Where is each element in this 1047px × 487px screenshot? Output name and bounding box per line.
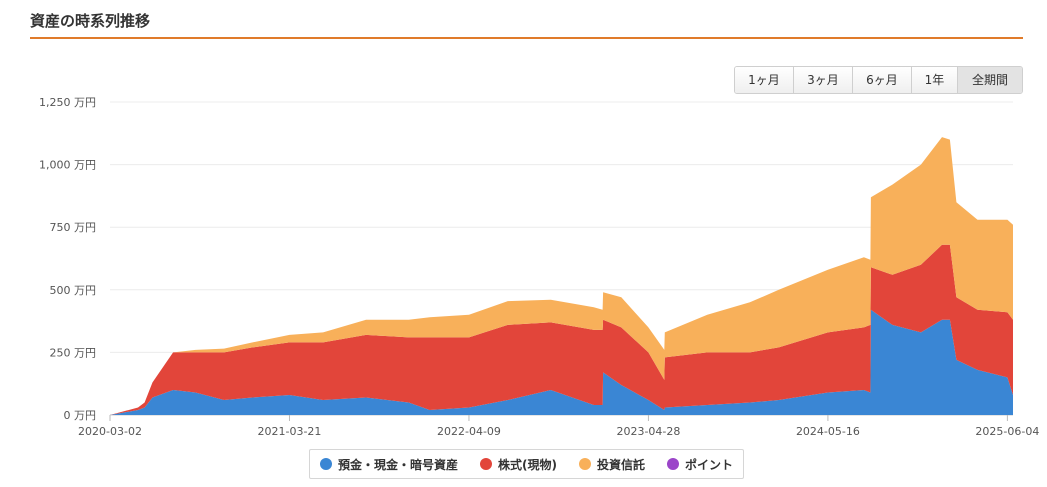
legend-dot-stocks: [480, 458, 492, 470]
x-tick-label: 2025-06-04: [975, 425, 1039, 438]
area-series: [110, 309, 1013, 415]
y-tick-label: 750 万円: [50, 221, 97, 234]
legend-dot-points: [667, 458, 679, 470]
legend-item-stocks[interactable]: 株式(現物): [480, 456, 557, 473]
legend-dot-deposits: [319, 458, 332, 470]
legend-item-deposits[interactable]: 預金・現金・暗号資産: [319, 456, 458, 473]
range-selector: 1ヶ月 3ヶ月 6ヶ月 1年 全期間: [734, 66, 1023, 94]
x-tick-label: 2022-04-09: [437, 425, 501, 438]
x-tick-label: 2021-03-21: [258, 425, 322, 438]
legend-item-funds[interactable]: 投資信託: [578, 456, 645, 473]
range-button-3-months[interactable]: 3ヶ月: [794, 67, 853, 93]
y-tick-label: 500 万円: [50, 284, 97, 297]
y-tick-label: 1,250 万円: [39, 96, 96, 109]
area-series: [110, 244, 1013, 415]
chart-areas: [110, 137, 1013, 415]
page-title: 資産の時系列推移: [30, 12, 151, 30]
area-series: [110, 137, 1013, 415]
x-tick-label: 2020-03-02: [78, 425, 142, 438]
chart-legend: 預金・現金・暗号資産 株式(現物) 投資信託 ポイント: [309, 449, 744, 479]
legend-label-funds: 投資信託: [596, 457, 645, 472]
legend-label-points: ポイント: [685, 457, 734, 472]
legend-label-stocks: 株式(現物): [498, 457, 557, 472]
legend-label-deposits: 預金・現金・暗号資産: [337, 457, 458, 472]
y-tick-label: 0 万円: [64, 409, 97, 422]
title-divider: [30, 37, 1023, 39]
range-button-1-month[interactable]: 1ヶ月: [735, 67, 794, 93]
y-tick-label: 1,000 万円: [39, 159, 96, 172]
legend-dot-funds: [578, 458, 591, 470]
range-button-all-time[interactable]: 全期間: [958, 67, 1022, 93]
legend-item-points[interactable]: ポイント: [667, 456, 733, 473]
range-button-1-year[interactable]: 1年: [912, 67, 958, 93]
x-tick-label: 2024-05-16: [796, 425, 860, 438]
range-button-6-months[interactable]: 6ヶ月: [853, 67, 912, 93]
chart-axes: 0 万円 250 万円 500 万円 750 万円 1,000 万円 1,250 万円 20…: [39, 96, 1039, 438]
y-tick-label: 250 万円: [50, 346, 97, 359]
x-tick-label: 2023-04-28: [616, 425, 680, 438]
